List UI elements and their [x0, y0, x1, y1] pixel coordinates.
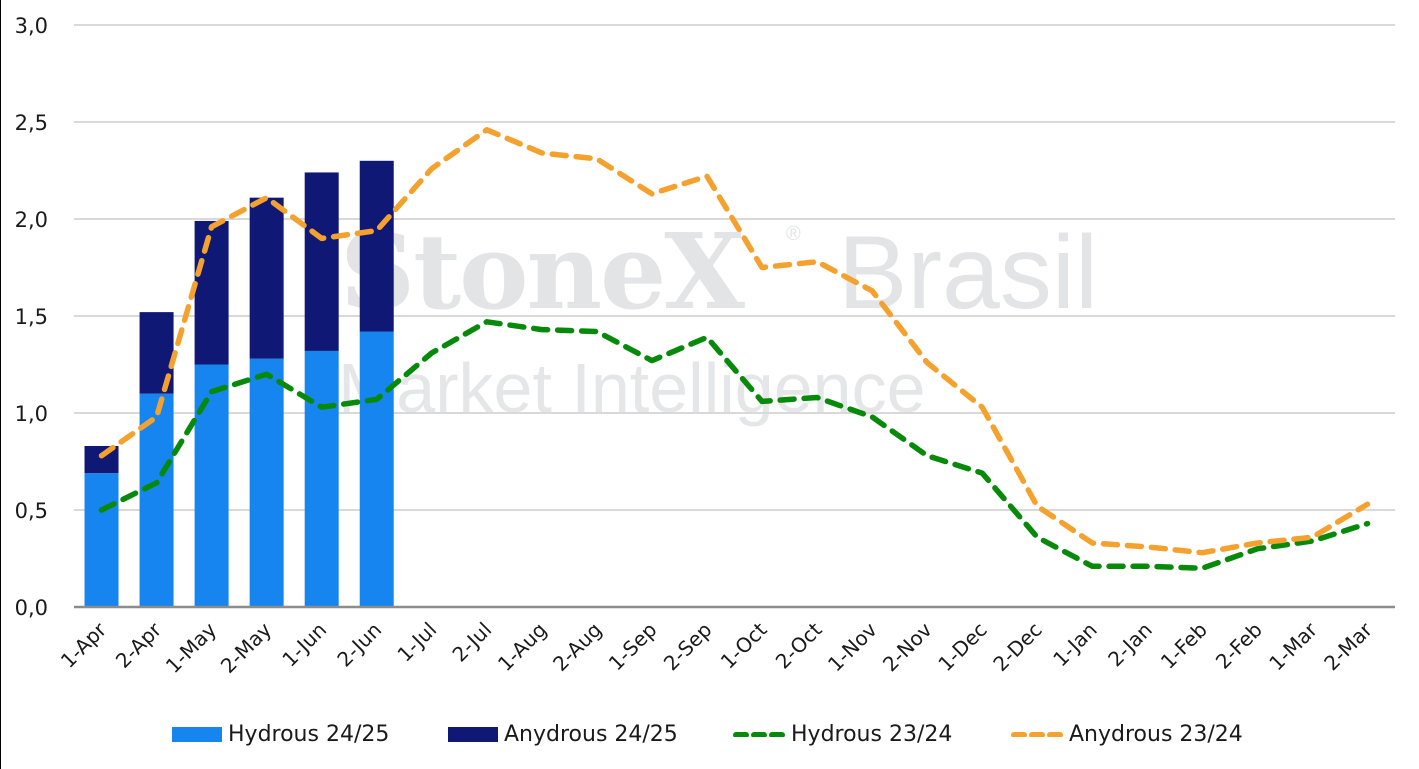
bar-hydrous-2425 — [139, 393, 174, 607]
x-tick-label: 1-Jun — [277, 618, 331, 672]
legend-item-anydrous-2425: Anydrous 24/25 — [448, 716, 678, 752]
x-tick-label: 2-Jan — [1103, 618, 1157, 672]
y-axis: 0,0 0,5 1,0 1,5 2,0 2,5 3,0 — [15, 14, 48, 620]
bar-hydrous-2425 — [359, 331, 394, 607]
x-tick-label: 2-Feb — [1211, 618, 1267, 674]
y-tick-label: 1,5 — [15, 305, 48, 329]
legend-item-hydrous-2324: Hydrous 23/24 — [733, 716, 952, 752]
x-tick-label: 2-Aug — [548, 618, 606, 676]
x-tick-label: 2-Nov — [878, 617, 937, 676]
x-tick-label: 1-Nov — [823, 617, 882, 676]
x-tick-label: 2-Jun — [332, 618, 386, 672]
x-tick-label: 1-Dec — [933, 618, 991, 676]
y-tick-label: 1,0 — [15, 402, 48, 426]
legend-swatch-anydrous-2425 — [448, 726, 498, 742]
x-tick-label: 1-Feb — [1156, 618, 1212, 674]
legend-swatch-hydrous-2425 — [172, 726, 222, 742]
y-tick-label: 2,0 — [15, 208, 48, 232]
bar-anydrous-2425 — [304, 172, 339, 351]
x-tick-label: 1-Apr — [56, 617, 112, 673]
x-tick-label: 1-Jul — [392, 618, 441, 667]
x-tick-label: 1-Aug — [493, 618, 551, 676]
x-tick-label: 1-Mar — [1264, 617, 1322, 675]
bar-hydrous-2425 — [194, 364, 229, 607]
y-tick-label: 0,5 — [15, 499, 48, 523]
legend-item-hydrous-2425: Hydrous 24/25 — [172, 716, 389, 752]
bar-hydrous-2425 — [249, 358, 284, 607]
legend-dashed-line-icon — [733, 732, 789, 737]
x-tick-label: 2-Dec — [988, 618, 1046, 676]
frame-left-border — [0, 0, 1, 769]
bar-hydrous-2425 — [84, 473, 119, 607]
x-tick-label: 2-May — [216, 617, 276, 677]
x-tick-label: 2-Apr — [111, 617, 167, 673]
x-tick-label: 1-May — [161, 617, 221, 677]
x-tick-label: 1-Oct — [716, 617, 772, 673]
legend-dashed-line-icon — [1011, 732, 1067, 737]
x-tick-label: 2-Mar — [1319, 617, 1377, 675]
watermark-registered: ® — [786, 223, 801, 245]
legend-label: Anydrous 23/24 — [1069, 721, 1243, 747]
line-hydrous-2324 — [98, 319, 1371, 571]
stacked-bars — [84, 160, 394, 607]
y-tick-label: 2,5 — [15, 111, 48, 135]
bar-anydrous-2425 — [249, 197, 284, 359]
y-tick-label: 3,0 — [15, 14, 48, 38]
line-series — [98, 127, 1371, 571]
bar-anydrous-2425 — [194, 220, 229, 365]
legend-item-anydrous-2324: Anydrous 23/24 — [1011, 716, 1243, 752]
x-tick-label: 1-Jan — [1048, 618, 1102, 672]
watermark: StoneX ® Brasil Market Intelligence — [338, 210, 1098, 427]
legend-label: Anydrous 24/25 — [504, 721, 678, 747]
line-anydrous-2324 — [98, 127, 1371, 556]
x-tick-label: 1-Sep — [604, 618, 662, 676]
y-tick-label: 0,0 — [15, 596, 48, 620]
watermark-region: Brasil — [838, 215, 1098, 331]
bar-hydrous-2425 — [304, 350, 339, 607]
x-tick-label: 2-Sep — [659, 618, 717, 676]
legend-label: Hydrous 23/24 — [791, 721, 953, 747]
x-tick-label: 2-Jul — [447, 618, 496, 667]
bar-anydrous-2425 — [359, 160, 394, 332]
legend: Hydrous 24/25 Anydrous 24/25 Hydrous 23/… — [0, 716, 1419, 752]
legend-label: Hydrous 24/25 — [228, 721, 390, 747]
x-tick-label: 2-Oct — [771, 617, 827, 673]
watermark-brand: StoneX — [340, 210, 745, 333]
